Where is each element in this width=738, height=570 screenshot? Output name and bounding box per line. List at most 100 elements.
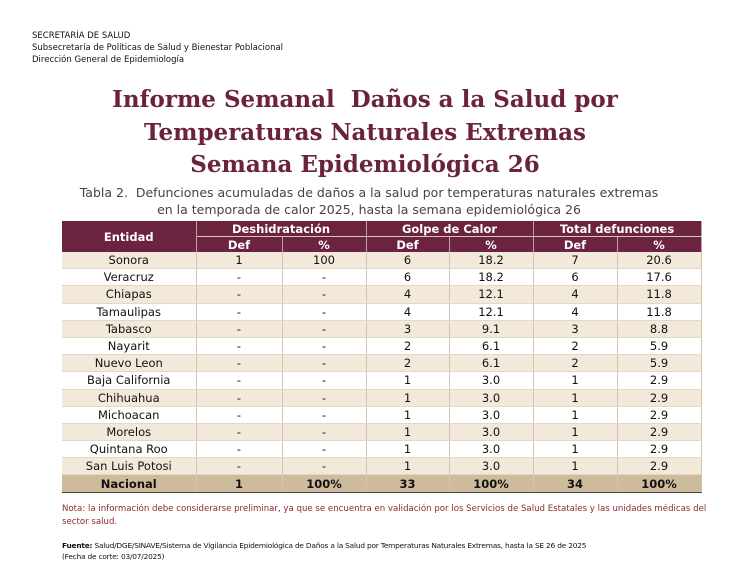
entity-cell: Veracruz xyxy=(62,268,197,287)
value-cell: 17.6 xyxy=(617,268,702,287)
value-cell: 1 xyxy=(366,406,450,424)
value-cell: 2.9 xyxy=(617,406,702,424)
title-line: Semana Epidemiológica 26 xyxy=(190,151,540,178)
total-cell: 33 xyxy=(366,474,450,493)
value-cell: 2.9 xyxy=(617,457,702,476)
value-cell: 3 xyxy=(533,320,618,338)
entity-cell: Sonora xyxy=(62,252,197,270)
value-cell: - xyxy=(282,423,367,442)
value-cell: 6.1 xyxy=(449,354,534,373)
table-row: San Luis Potosi - -1 3.0 1 2.9 xyxy=(62,457,702,476)
value-cell: 20.6 xyxy=(617,252,702,270)
value-cell: - xyxy=(196,320,283,338)
value-cell: 6 xyxy=(366,252,450,270)
entity-cell: Chihuahua xyxy=(62,389,197,407)
value-cell: 3.0 xyxy=(449,440,534,459)
header-row: Entidad Deshidratación Golpe de Calor Total… xyxy=(62,221,702,252)
value-cell: 6 xyxy=(366,268,450,287)
value-cell: 12.1 xyxy=(449,303,534,321)
entity-cell: Michoacan xyxy=(62,406,197,424)
total-cell: 1 xyxy=(196,474,283,493)
total-cell: 100% xyxy=(449,474,534,493)
value-cell: 6 xyxy=(533,268,618,287)
note: Nota: la información debe considerarse p… xyxy=(62,504,707,527)
value-cell: 3.0 xyxy=(449,423,534,442)
source-label: Fuente: xyxy=(62,541,93,550)
value-cell: 4 xyxy=(533,303,618,321)
value-cell: - xyxy=(282,320,367,338)
table: Entidad Deshidratación Golpe de Calor Total… xyxy=(62,221,702,493)
value-cell: 6.1 xyxy=(449,337,534,356)
table-row: Tabasco - -3 9.1 3 8.8 xyxy=(62,320,702,338)
value-cell: 3.0 xyxy=(449,457,534,476)
value-cell: - xyxy=(282,268,367,287)
header: SECRETARÍA DE SALUD Subsecretaría de Pol… xyxy=(32,30,283,66)
value-cell: - xyxy=(196,268,283,287)
value-cell: - xyxy=(282,457,367,476)
source-cutoff: (Fecha de corte: 03/07/2025) xyxy=(62,552,165,561)
total-cell: 100% xyxy=(282,474,367,493)
value-cell: 1 xyxy=(366,440,450,459)
table-row: Sonora 1 100 6 18.2 7 20.6 xyxy=(62,252,702,270)
total-cell: 100% xyxy=(617,474,702,493)
subheader: % xyxy=(449,236,534,252)
value-cell: - xyxy=(282,371,367,390)
value-cell: 2 xyxy=(533,337,618,356)
value-cell: 1 xyxy=(533,440,618,459)
value-cell: - xyxy=(282,303,367,321)
value-cell: - xyxy=(196,406,283,424)
value-cell: - xyxy=(282,337,367,356)
group-header: Golpe de Calor xyxy=(366,221,534,237)
table-row: Quintana Roo - -1 3.0 1 2.9 xyxy=(62,440,702,459)
header-line: SECRETARÍA DE SALUD xyxy=(32,31,131,41)
table-row: Chihuahua - -1 3.0 1 2.9 xyxy=(62,389,702,407)
value-cell: 18.2 xyxy=(449,252,534,270)
value-cell: 5.9 xyxy=(617,354,702,373)
total-row: Nacional 1 100% 33 100% 34 100% xyxy=(62,474,702,493)
value-cell: - xyxy=(196,457,283,476)
value-cell: 3.0 xyxy=(449,406,534,424)
table-row: Michoacan - -1 3.0 1 2.9 xyxy=(62,406,702,424)
entity-cell: Nuevo Leon xyxy=(62,354,197,373)
value-cell: 1 xyxy=(196,252,283,270)
value-cell: 3 xyxy=(366,320,450,338)
value-cell: 100 xyxy=(282,252,367,270)
table-row: Veracruz - -6 18.2 6 17.6 xyxy=(62,268,702,287)
value-cell: 4 xyxy=(366,285,450,304)
value-cell: 1 xyxy=(533,457,618,476)
value-cell: 2.9 xyxy=(617,423,702,442)
value-cell: - xyxy=(196,285,283,304)
value-cell: - xyxy=(196,389,283,407)
value-cell: - xyxy=(196,354,283,373)
table-row: Tamaulipas - -4 12.1 4 11.8 xyxy=(62,303,702,321)
entity-cell: Quintana Roo xyxy=(62,440,197,459)
value-cell: 11.8 xyxy=(617,303,702,321)
table-row: Morelos - -1 3.0 1 2.9 xyxy=(62,423,702,442)
subheader-row: Def% Def% Def% xyxy=(62,236,702,252)
value-cell: - xyxy=(196,440,283,459)
source-line: Fuente: Salud/DGE/SINAVE/Sistema de Vigi… xyxy=(62,540,586,551)
value-cell: 3.0 xyxy=(449,389,534,407)
entity-cell: Baja California xyxy=(62,371,197,390)
value-cell: 8.8 xyxy=(617,320,702,338)
entity-cell: Tabasco xyxy=(62,320,197,338)
caption-line: Tabla 2. Defunciones acumuladas de daños… xyxy=(79,185,659,200)
value-cell: 11.8 xyxy=(617,285,702,304)
value-cell: - xyxy=(196,303,283,321)
caption: Tabla 2. Defunciones acumuladas de daños… xyxy=(0,184,738,218)
value-cell: 1 xyxy=(366,371,450,390)
value-cell: 1 xyxy=(533,406,618,424)
entity-cell: San Luis Potosi xyxy=(62,457,197,476)
table-row: Baja California - -1 3.0 1 2.9 xyxy=(62,371,702,390)
caption-line: en la temporada de calor 2025, hasta la … xyxy=(157,202,581,217)
subheader: % xyxy=(282,236,367,252)
title: Informe Semanal Daños a la Salud por Tem… xyxy=(0,84,730,182)
value-cell: 1 xyxy=(533,423,618,442)
header-line: Subsecretaría de Políticas de Salud y Bi… xyxy=(32,43,284,53)
value-cell: 9.1 xyxy=(449,320,534,338)
value-cell: 18.2 xyxy=(449,268,534,287)
title-line: Informe Semanal Daños a la Salud por xyxy=(112,86,618,113)
subheader: Def xyxy=(533,236,618,252)
value-cell: 2.9 xyxy=(617,389,702,407)
